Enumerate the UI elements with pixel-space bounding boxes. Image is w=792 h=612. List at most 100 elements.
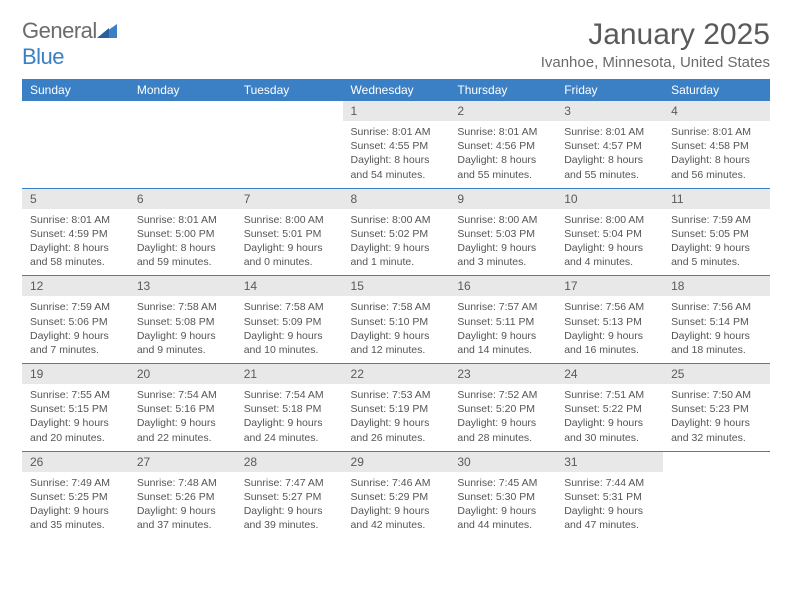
day-header-row: Sunday Monday Tuesday Wednesday Thursday… [22, 79, 770, 101]
sunset-line: Sunset: 4:58 PM [671, 139, 762, 153]
sunset-line: Sunset: 5:22 PM [564, 402, 655, 416]
day-number-cell: 23 [449, 364, 556, 384]
sunrise-line: Sunrise: 8:00 AM [351, 213, 442, 227]
sunset-line: Sunset: 5:09 PM [244, 315, 335, 329]
logo-triangle-icon [97, 22, 117, 38]
daylight-line: Daylight: 9 hours and 22 minutes. [137, 416, 228, 444]
day-number-cell [129, 101, 236, 121]
sunrise-line: Sunrise: 7:53 AM [351, 388, 442, 402]
day-number-cell: 16 [449, 276, 556, 296]
day-header: Sunday [22, 79, 129, 101]
day-content-cell [236, 121, 343, 188]
content-row: Sunrise: 8:01 AMSunset: 4:55 PMDaylight:… [22, 121, 770, 188]
day-content-cell: Sunrise: 7:56 AMSunset: 5:14 PMDaylight:… [663, 296, 770, 363]
sunrise-line: Sunrise: 7:51 AM [564, 388, 655, 402]
day-number-cell: 5 [22, 189, 129, 209]
day-content-cell: Sunrise: 7:53 AMSunset: 5:19 PMDaylight:… [343, 384, 450, 451]
sunrise-line: Sunrise: 7:44 AM [564, 476, 655, 490]
header: GeneralBlue January 2025 Ivanhoe, Minnes… [22, 18, 770, 71]
day-content-cell: Sunrise: 8:00 AMSunset: 5:02 PMDaylight:… [343, 209, 450, 276]
sunset-line: Sunset: 4:59 PM [30, 227, 121, 241]
day-content-cell: Sunrise: 8:01 AMSunset: 4:57 PMDaylight:… [556, 121, 663, 188]
day-number-cell: 9 [449, 189, 556, 209]
day-number-cell: 13 [129, 276, 236, 296]
sunset-line: Sunset: 5:27 PM [244, 490, 335, 504]
daylight-line: Daylight: 9 hours and 1 minute. [351, 241, 442, 269]
daylight-line: Daylight: 9 hours and 44 minutes. [457, 504, 548, 532]
sunset-line: Sunset: 5:30 PM [457, 490, 548, 504]
sunset-line: Sunset: 5:04 PM [564, 227, 655, 241]
day-content-cell: Sunrise: 7:54 AMSunset: 5:16 PMDaylight:… [129, 384, 236, 451]
day-number-cell: 26 [22, 452, 129, 472]
day-content-cell [22, 121, 129, 188]
day-content-cell: Sunrise: 7:55 AMSunset: 5:15 PMDaylight:… [22, 384, 129, 451]
day-content-cell: Sunrise: 7:47 AMSunset: 5:27 PMDaylight:… [236, 472, 343, 539]
daylight-line: Daylight: 9 hours and 5 minutes. [671, 241, 762, 269]
day-content-cell: Sunrise: 7:59 AMSunset: 5:06 PMDaylight:… [22, 296, 129, 363]
logo-text: GeneralBlue [22, 18, 117, 70]
sunrise-line: Sunrise: 7:55 AM [30, 388, 121, 402]
sunset-line: Sunset: 5:00 PM [137, 227, 228, 241]
day-content-cell: Sunrise: 7:45 AMSunset: 5:30 PMDaylight:… [449, 472, 556, 539]
daylight-line: Daylight: 8 hours and 59 minutes. [137, 241, 228, 269]
day-content-cell: Sunrise: 7:48 AMSunset: 5:26 PMDaylight:… [129, 472, 236, 539]
day-content-cell: Sunrise: 7:59 AMSunset: 5:05 PMDaylight:… [663, 209, 770, 276]
daylight-line: Daylight: 9 hours and 10 minutes. [244, 329, 335, 357]
content-row: Sunrise: 7:49 AMSunset: 5:25 PMDaylight:… [22, 472, 770, 539]
daylight-line: Daylight: 9 hours and 26 minutes. [351, 416, 442, 444]
sunset-line: Sunset: 5:06 PM [30, 315, 121, 329]
day-header: Saturday [663, 79, 770, 101]
day-number-cell: 17 [556, 276, 663, 296]
sunrise-line: Sunrise: 8:01 AM [351, 125, 442, 139]
sunrise-line: Sunrise: 7:47 AM [244, 476, 335, 490]
day-number-cell: 11 [663, 189, 770, 209]
day-number-cell: 10 [556, 189, 663, 209]
daylight-line: Daylight: 9 hours and 9 minutes. [137, 329, 228, 357]
day-content-cell: Sunrise: 8:00 AMSunset: 5:01 PMDaylight:… [236, 209, 343, 276]
daylight-line: Daylight: 8 hours and 56 minutes. [671, 153, 762, 181]
sunset-line: Sunset: 5:01 PM [244, 227, 335, 241]
daylight-line: Daylight: 9 hours and 16 minutes. [564, 329, 655, 357]
daylight-line: Daylight: 9 hours and 32 minutes. [671, 416, 762, 444]
day-content-cell: Sunrise: 7:54 AMSunset: 5:18 PMDaylight:… [236, 384, 343, 451]
sunrise-line: Sunrise: 7:48 AM [137, 476, 228, 490]
sunrise-line: Sunrise: 7:59 AM [671, 213, 762, 227]
day-header: Friday [556, 79, 663, 101]
sunrise-line: Sunrise: 8:01 AM [457, 125, 548, 139]
sunrise-line: Sunrise: 7:56 AM [671, 300, 762, 314]
sunrise-line: Sunrise: 7:58 AM [351, 300, 442, 314]
daylight-line: Daylight: 9 hours and 20 minutes. [30, 416, 121, 444]
sunrise-line: Sunrise: 8:00 AM [457, 213, 548, 227]
sunset-line: Sunset: 5:18 PM [244, 402, 335, 416]
day-content-cell: Sunrise: 8:00 AMSunset: 5:04 PMDaylight:… [556, 209, 663, 276]
day-number-cell: 18 [663, 276, 770, 296]
sunset-line: Sunset: 5:19 PM [351, 402, 442, 416]
daylight-line: Daylight: 8 hours and 58 minutes. [30, 241, 121, 269]
calendar-table: Sunday Monday Tuesday Wednesday Thursday… [22, 79, 770, 538]
daylight-line: Daylight: 8 hours and 55 minutes. [457, 153, 548, 181]
day-content-cell: Sunrise: 7:56 AMSunset: 5:13 PMDaylight:… [556, 296, 663, 363]
day-number-cell: 29 [343, 452, 450, 472]
daylight-line: Daylight: 9 hours and 28 minutes. [457, 416, 548, 444]
daylight-line: Daylight: 8 hours and 55 minutes. [564, 153, 655, 181]
sunset-line: Sunset: 4:56 PM [457, 139, 548, 153]
day-content-cell: Sunrise: 7:51 AMSunset: 5:22 PMDaylight:… [556, 384, 663, 451]
daylight-line: Daylight: 9 hours and 30 minutes. [564, 416, 655, 444]
sunset-line: Sunset: 4:57 PM [564, 139, 655, 153]
day-content-cell: Sunrise: 7:44 AMSunset: 5:31 PMDaylight:… [556, 472, 663, 539]
day-content-cell [129, 121, 236, 188]
day-content-cell: Sunrise: 8:00 AMSunset: 5:03 PMDaylight:… [449, 209, 556, 276]
title-block: January 2025 Ivanhoe, Minnesota, United … [541, 18, 770, 71]
day-number-cell: 7 [236, 189, 343, 209]
sunrise-line: Sunrise: 7:57 AM [457, 300, 548, 314]
daylight-line: Daylight: 9 hours and 42 minutes. [351, 504, 442, 532]
daylight-line: Daylight: 9 hours and 39 minutes. [244, 504, 335, 532]
day-content-cell [663, 472, 770, 539]
daylight-line: Daylight: 9 hours and 7 minutes. [30, 329, 121, 357]
day-number-cell: 22 [343, 364, 450, 384]
daylight-line: Daylight: 9 hours and 47 minutes. [564, 504, 655, 532]
sunrise-line: Sunrise: 7:58 AM [244, 300, 335, 314]
sunset-line: Sunset: 5:29 PM [351, 490, 442, 504]
sunset-line: Sunset: 5:08 PM [137, 315, 228, 329]
sunrise-line: Sunrise: 7:58 AM [137, 300, 228, 314]
